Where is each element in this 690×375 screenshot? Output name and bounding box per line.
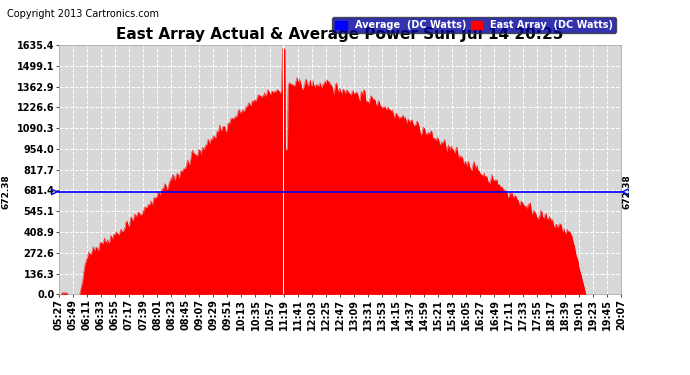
Text: 672.38: 672.38 [2,174,11,209]
Legend: Average  (DC Watts), East Array  (DC Watts): Average (DC Watts), East Array (DC Watts… [332,18,616,33]
Text: Copyright 2013 Cartronics.com: Copyright 2013 Cartronics.com [7,9,159,20]
Title: East Array Actual & Average Power Sun Jul 14 20:25: East Array Actual & Average Power Sun Ju… [116,27,564,42]
Text: 672.38: 672.38 [622,174,631,209]
